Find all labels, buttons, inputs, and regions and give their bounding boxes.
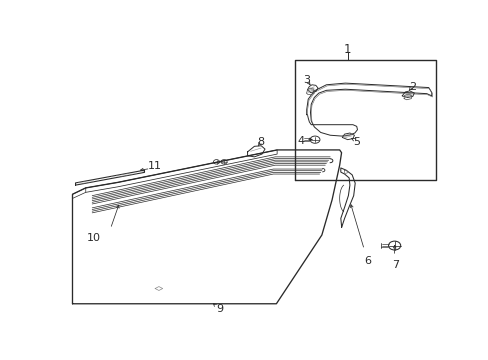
Text: 8: 8 (257, 137, 264, 147)
Text: 6: 6 (363, 256, 370, 266)
Text: 10: 10 (86, 233, 101, 243)
Text: 11: 11 (148, 161, 162, 171)
Text: 4: 4 (297, 136, 304, 146)
Text: 9: 9 (216, 304, 224, 314)
Text: 7: 7 (391, 260, 398, 270)
Text: 1: 1 (343, 43, 351, 56)
Text: 5: 5 (352, 137, 360, 147)
Text: 2: 2 (408, 82, 415, 92)
Text: 3: 3 (303, 75, 309, 85)
